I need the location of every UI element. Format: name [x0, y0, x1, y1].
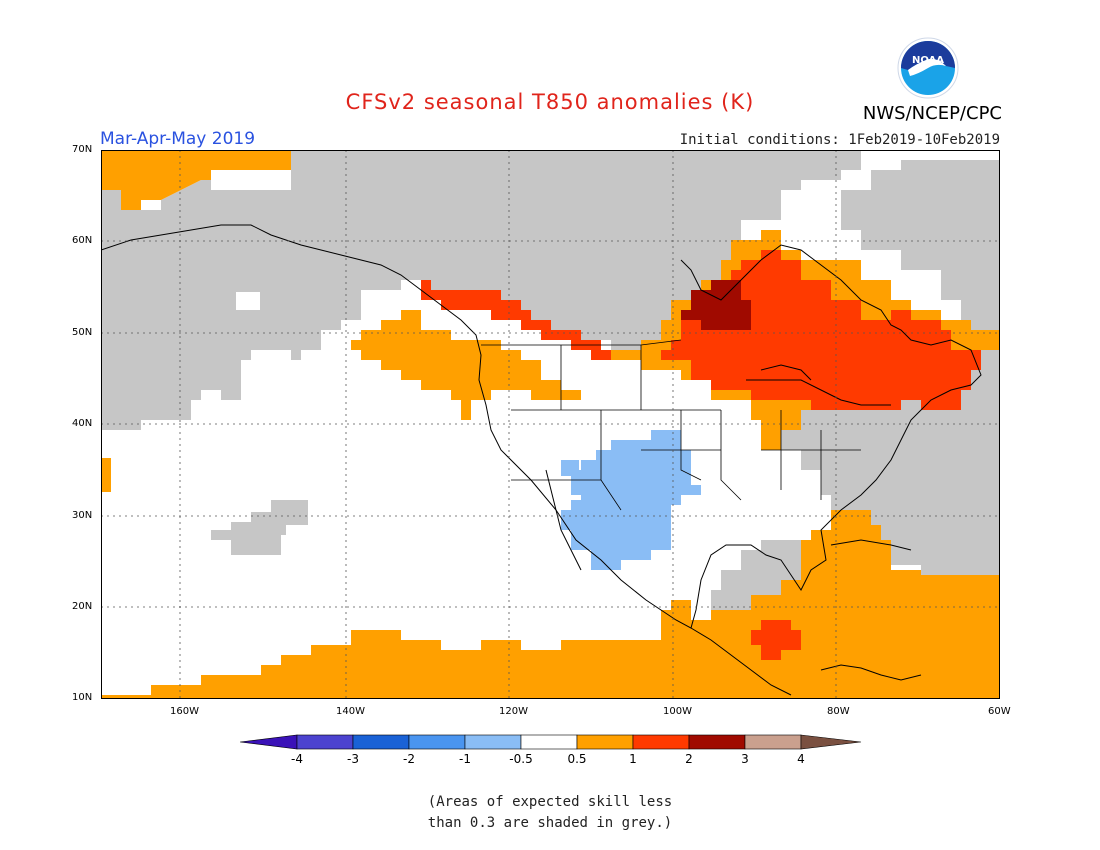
cbar-neg1-neg05	[464, 734, 522, 750]
red-central-america	[751, 620, 801, 660]
lon-tick-100w: 100W	[663, 706, 692, 717]
chart-title: CFSv2 seasonal T850 anomalies (K)	[345, 90, 755, 114]
cbar-label-neg2: -2	[403, 752, 415, 766]
lon-tick-80w: 80W	[827, 706, 850, 717]
lon-tick-160w: 160W	[170, 706, 199, 717]
orange-left-edge	[101, 458, 111, 492]
forecast-period: Mar-Apr-May 2019	[100, 129, 256, 149]
cbar-neg3-neg2	[352, 734, 410, 750]
lat-tick-10: 10N	[72, 692, 93, 703]
map-frame	[101, 150, 1000, 699]
cbar-neutral	[520, 734, 578, 750]
lat-tick-50: 50N	[72, 327, 93, 338]
lat-tick-20: 20N	[72, 601, 93, 612]
cbar-label-1: 1	[629, 752, 637, 766]
lat-tick-60: 60N	[72, 235, 93, 246]
cbar-neg4-neg3	[296, 734, 354, 750]
cbar-05-1	[576, 734, 634, 750]
noaa-logo-icon: NOAA	[897, 37, 959, 99]
agency-label: NWS/NCEP/CPC	[862, 103, 1002, 124]
cbar-lt-4	[240, 734, 298, 750]
lat-tick-40: 40N	[72, 418, 93, 429]
footnote-line-1: (Areas of expected skill less	[427, 794, 673, 810]
orange-northwest	[351, 310, 581, 410]
logo-text: NOAA	[912, 55, 944, 66]
cbar-label-neg4: -4	[291, 752, 303, 766]
white-hole-pacific	[236, 292, 260, 310]
darkred-northwest-ontario	[681, 280, 751, 330]
cbar-2-3	[688, 734, 746, 750]
lightblue-arizona	[561, 460, 579, 476]
graticule	[101, 150, 1000, 699]
lon-tick-60w: 60W	[988, 706, 1011, 717]
coastlines	[101, 224, 982, 696]
orange-northwest-corner	[101, 150, 291, 210]
grey-gulf-of-mexico	[711, 540, 801, 610]
cbar-label-05: 0.5	[567, 752, 587, 766]
cbar-label-3: 3	[741, 752, 749, 766]
orange-oregon-coast	[461, 400, 471, 420]
lat-tick-30: 30N	[72, 510, 93, 521]
color-bar	[240, 734, 862, 750]
footnote-line-2: than 0.3 are shaded in grey.)	[427, 815, 673, 831]
lon-tick-120w: 120W	[499, 706, 528, 717]
cbar-3-4	[744, 734, 802, 750]
cbar-1-2	[632, 734, 690, 750]
cbar-label-4: 4	[797, 752, 805, 766]
cbar-label-neg3: -3	[347, 752, 359, 766]
cbar-label-2: 2	[685, 752, 693, 766]
lat-tick-70: 70N	[72, 144, 93, 155]
cbar-neg2-neg1	[408, 734, 466, 750]
skill-footnote: (Areas of expected skill less than 0.3 a…	[0, 792, 1100, 834]
red-bc-alberta	[421, 280, 611, 360]
grey-western-atlantic	[781, 160, 1000, 575]
state-borders	[481, 339, 861, 511]
cbar-gt4	[800, 734, 862, 750]
grey-east-us	[801, 410, 861, 460]
grey-near-hawaii	[211, 500, 308, 555]
initial-conditions: Initial conditions: 1Feb2019-10Feb2019	[679, 132, 1000, 148]
cbar-label-neg1: -1	[459, 752, 471, 766]
anomaly-map	[101, 150, 1000, 699]
lon-tick-140w: 140W	[336, 706, 365, 717]
lightblue-southwest-mexico	[561, 430, 701, 570]
cbar-label-neg05: -0.5	[509, 752, 533, 766]
